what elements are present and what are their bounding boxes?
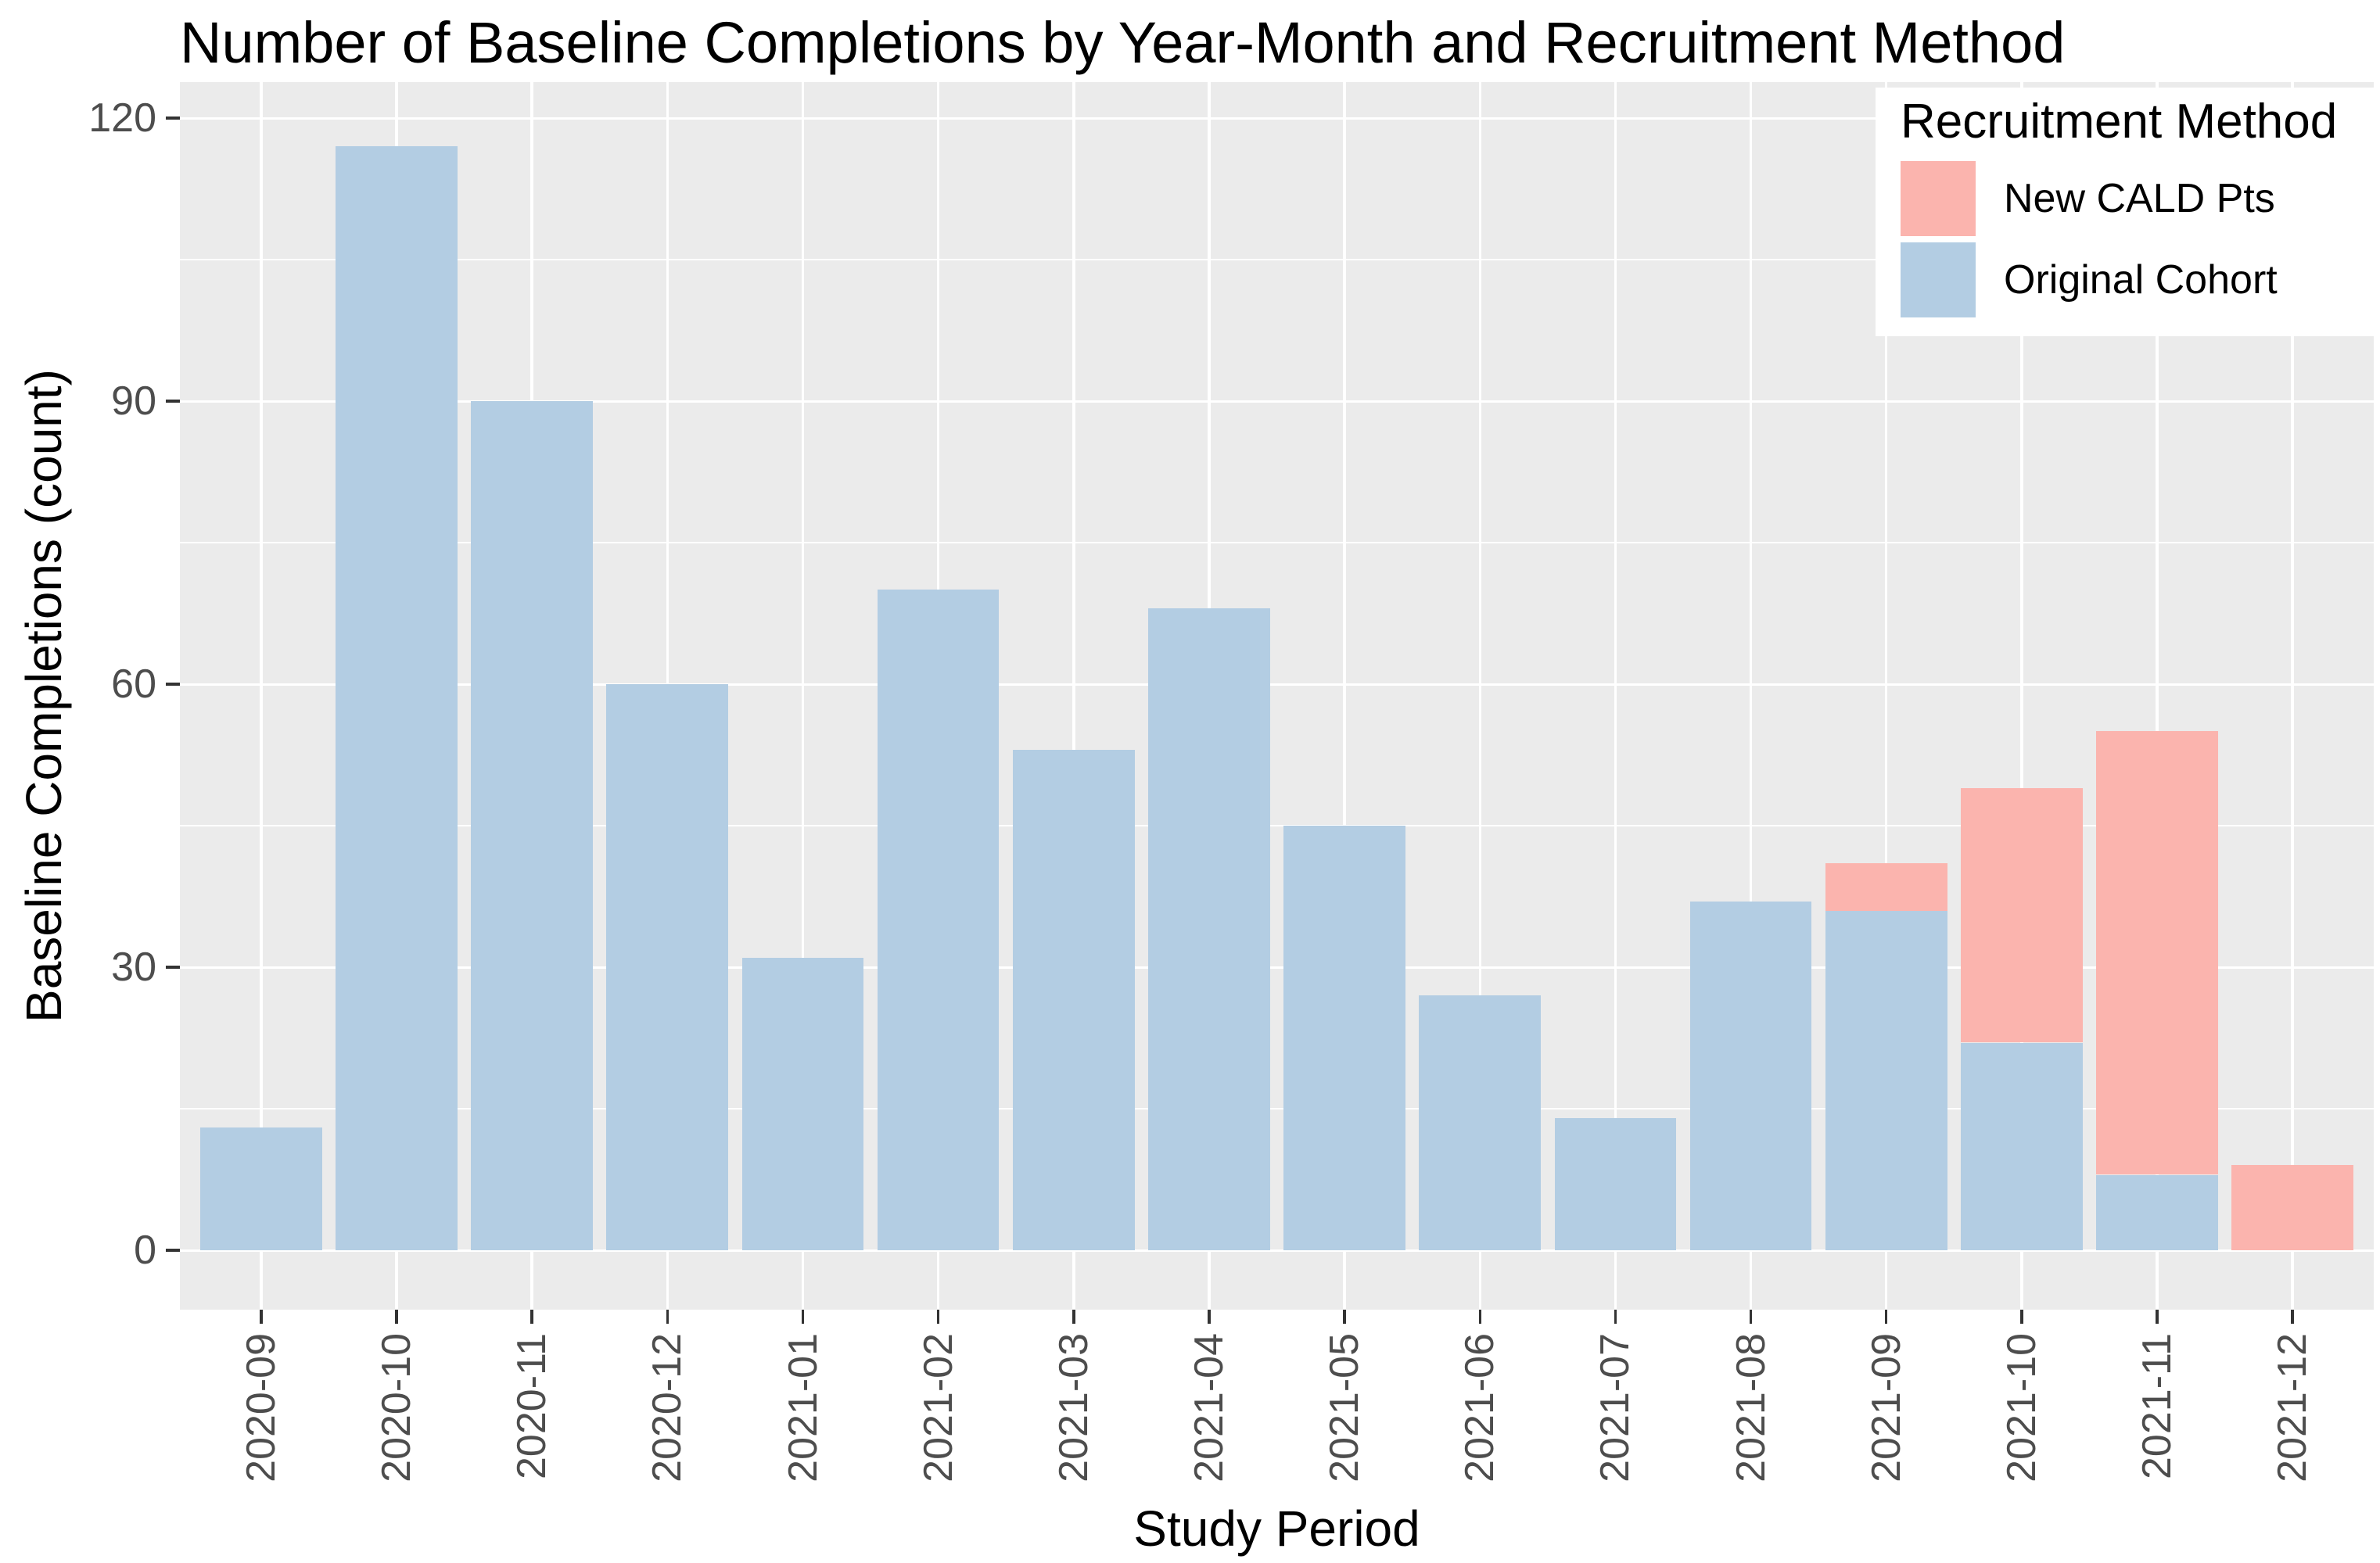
x-axis-tick	[1478, 1310, 1481, 1324]
bar-2020-09-original-cohort	[200, 1127, 322, 1250]
h-minor-gridline	[180, 259, 2374, 260]
legend-swatch-original-cohort	[1901, 242, 1976, 317]
bar-2021-04-original-cohort	[1148, 608, 1270, 1250]
y-axis-tick	[166, 400, 180, 403]
h-major-gridline	[180, 966, 2374, 969]
v-gridline	[260, 82, 263, 1310]
x-axis-tick	[260, 1310, 263, 1324]
legend-swatch-new-cald	[1901, 161, 1976, 236]
x-tick-label: 2021-05	[1322, 1333, 1368, 1482]
bar-2021-12-new-cald-pts	[2231, 1165, 2353, 1250]
x-axis-tick	[1343, 1310, 1346, 1324]
bar-2020-10-original-cohort	[336, 146, 458, 1250]
y-tick-label: 0	[134, 1228, 156, 1273]
legend-label-original-cohort: Original Cohort	[2004, 257, 2278, 303]
h-major-gridline	[180, 117, 2374, 120]
x-tick-label: 2020-12	[644, 1333, 691, 1482]
x-axis-tick	[801, 1310, 805, 1324]
x-tick-label: 2021-07	[1592, 1333, 1639, 1482]
x-tick-label: 2021-02	[915, 1333, 961, 1482]
bar-2021-11-new-cald-pts	[2096, 731, 2218, 1175]
bar-2021-09-original-cohort	[1825, 910, 1947, 1250]
v-gridline	[1478, 82, 1481, 1310]
chart-title: Number of Baseline Completions by Year-M…	[180, 10, 2066, 75]
x-tick-label: 2021-04	[1186, 1333, 1232, 1482]
x-tick-label: 2020-11	[509, 1333, 555, 1479]
x-tick-label: 2021-10	[1998, 1333, 2044, 1482]
bar-2021-10-new-cald-pts	[1960, 787, 2083, 1043]
v-gridline	[1072, 82, 1075, 1310]
x-tick-label: 2021-03	[1050, 1333, 1097, 1482]
bar-2021-05-original-cohort	[1283, 826, 1405, 1250]
h-major-gridline	[180, 400, 2374, 403]
legend: Recruitment Method New CALD Pts Original…	[1876, 88, 2380, 336]
bar-2021-10-original-cohort	[1960, 1042, 2083, 1250]
h-major-gridline	[180, 1249, 2374, 1252]
y-tick-label: 60	[111, 661, 156, 707]
bar-2021-06-original-cohort	[1419, 995, 1542, 1250]
v-gridline	[1614, 82, 1617, 1310]
x-axis-tick	[1208, 1310, 1211, 1324]
x-axis-tick	[1072, 1310, 1075, 1324]
x-tick-label: 2021-01	[780, 1333, 826, 1482]
bar-2021-02-original-cohort	[877, 590, 1000, 1250]
h-minor-gridline	[180, 825, 2374, 826]
y-axis-tick	[166, 966, 180, 969]
v-gridline	[801, 82, 805, 1310]
x-axis-tick	[936, 1310, 940, 1324]
y-axis-tick	[166, 683, 180, 686]
y-axis-tick	[166, 117, 180, 120]
y-axis-tick	[166, 1249, 180, 1252]
legend-label-new-cald: New CALD Pts	[2004, 176, 2275, 221]
h-minor-gridline	[180, 542, 2374, 543]
x-tick-label: 2021-12	[2270, 1333, 2316, 1482]
bar-2021-07-original-cohort	[1554, 1118, 1677, 1250]
x-axis-tick	[2291, 1310, 2294, 1324]
bar-2020-11-original-cohort	[471, 401, 594, 1250]
x-axis-title: Study Period	[1133, 1500, 1420, 1557]
x-axis-tick	[1884, 1310, 1888, 1324]
v-gridline	[1884, 82, 1888, 1310]
v-gridline	[1343, 82, 1346, 1310]
x-tick-label: 2021-09	[1863, 1333, 1909, 1482]
v-gridline	[2020, 82, 2023, 1310]
x-tick-label: 2021-11	[2134, 1333, 2180, 1479]
v-gridline	[2291, 82, 2294, 1310]
bar-2021-11-original-cohort	[2096, 1174, 2218, 1250]
y-tick-label: 120	[88, 95, 156, 141]
y-tick-label: 30	[111, 945, 156, 990]
x-axis-tick	[395, 1310, 398, 1324]
legend-title: Recruitment Method	[1901, 95, 2338, 149]
x-axis-tick	[666, 1310, 669, 1324]
bar-2020-12-original-cohort	[606, 684, 729, 1250]
x-axis-tick	[2156, 1310, 2159, 1324]
x-tick-label: 2021-08	[1728, 1333, 1774, 1482]
h-major-gridline	[180, 683, 2374, 686]
x-tick-label: 2020-10	[374, 1333, 419, 1482]
bar-2021-01-original-cohort	[741, 957, 864, 1250]
v-gridline	[1749, 82, 1753, 1310]
y-tick-label: 90	[111, 378, 156, 424]
v-gridline	[2156, 82, 2159, 1310]
x-tick-label: 2021-06	[1457, 1333, 1503, 1482]
x-axis-tick	[530, 1310, 533, 1324]
x-tick-label: 2020-09	[238, 1333, 284, 1482]
bar-2021-03-original-cohort	[1012, 750, 1135, 1250]
h-minor-gridline	[180, 1108, 2374, 1110]
x-axis-tick	[1749, 1310, 1753, 1324]
x-axis-tick	[2020, 1310, 2023, 1324]
x-axis-tick	[1614, 1310, 1617, 1324]
bar-2021-09-new-cald-pts	[1825, 863, 1947, 911]
bar-2021-08-original-cohort	[1689, 901, 1812, 1250]
